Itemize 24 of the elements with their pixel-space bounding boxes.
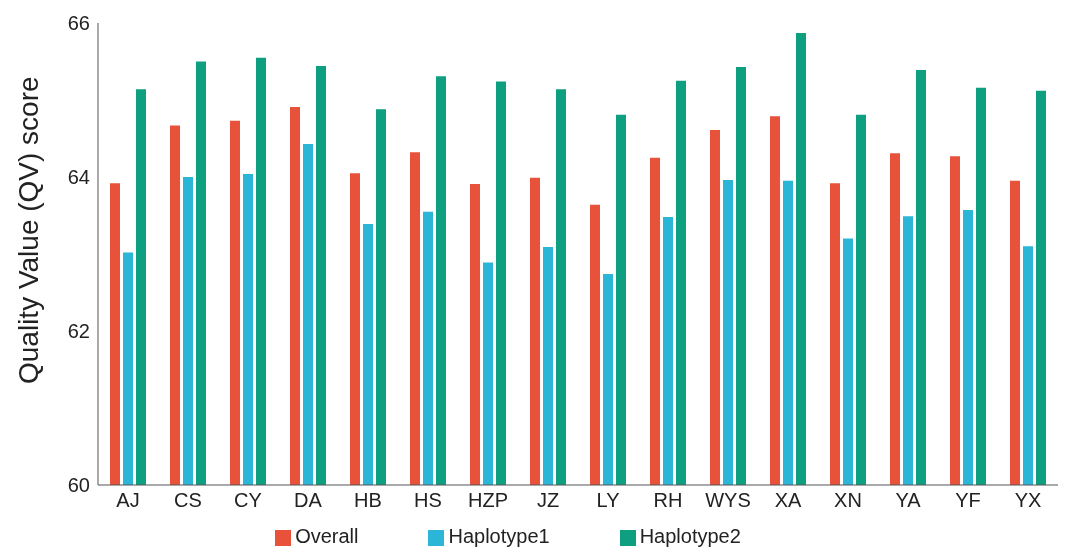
legend-label: Haplotype2: [639, 525, 741, 547]
x-tick-label: YX: [1014, 489, 1042, 512]
y-tick-label: 66: [67, 12, 90, 35]
x-tick-label: WYS: [705, 489, 751, 512]
legend-label: Overall: [295, 525, 359, 547]
y-axis-title: Quality Value (QV) score: [12, 76, 44, 384]
y-tick-label: 60: [67, 474, 90, 497]
x-tick-label: CY: [234, 489, 262, 512]
x-tick-label: RH: [653, 489, 683, 512]
y-tick-label: 62: [67, 320, 90, 343]
x-tick-label: HB: [354, 489, 382, 512]
legend-label: Haplotype1: [448, 525, 550, 547]
x-tick-label: JZ: [536, 489, 560, 512]
x-tick-label: LY: [596, 489, 620, 512]
x-tick-label: XA: [774, 489, 802, 512]
x-tick-label: DA: [294, 489, 323, 512]
x-tick-label: YA: [895, 489, 922, 512]
x-tick-label: HS: [414, 489, 442, 512]
x-tick-label: XN: [834, 489, 862, 512]
x-tick-label: YF: [955, 489, 981, 512]
y-tick-label: 64: [67, 166, 90, 189]
x-tick-label: AJ: [116, 489, 140, 512]
x-tick-label: HZP: [468, 489, 508, 512]
x-tick-label: CS: [174, 489, 202, 512]
